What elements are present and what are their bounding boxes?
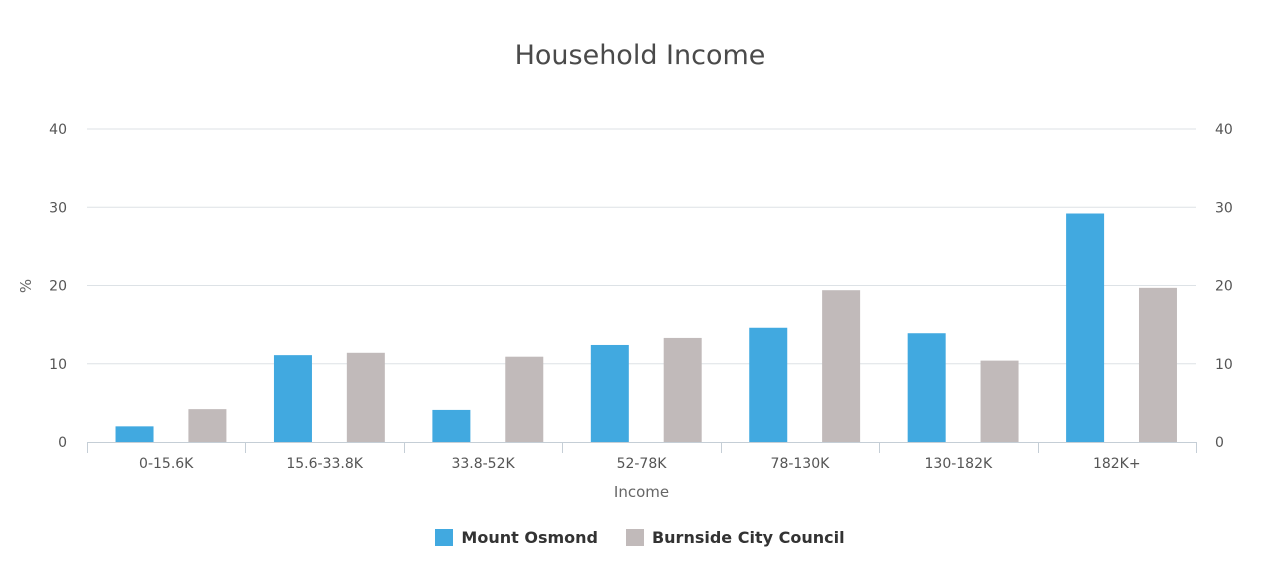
- legend: Mount Osmond Burnside City Council: [0, 528, 1280, 547]
- bar-burnside-city-council-2[interactable]: [505, 356, 544, 442]
- bar-mount-osmond-4[interactable]: [749, 327, 788, 442]
- x-tick-label-0: 0-15.6K: [139, 456, 194, 472]
- y-tick-right-30: 30: [1215, 200, 1233, 216]
- legend-swatch-burnside-city-council: [625, 529, 644, 546]
- bar-mount-osmond-1[interactable]: [273, 355, 312, 442]
- bar-burnside-city-council-6[interactable]: [1138, 287, 1177, 442]
- y-tick-left-20: 20: [49, 279, 67, 295]
- bar-burnside-city-council-4[interactable]: [822, 290, 861, 442]
- x-tick-label-6: 182K+: [1093, 456, 1141, 472]
- y-tick-right-40: 40: [1215, 122, 1233, 138]
- x-tick-label-5: 130-182K: [925, 456, 993, 472]
- chart-title: Household Income: [514, 40, 766, 71]
- bar-burnside-city-council-0[interactable]: [188, 409, 227, 442]
- bar-burnside-city-council-1[interactable]: [346, 352, 385, 442]
- legend-label-burnside-city-council: Burnside City Council: [651, 528, 845, 547]
- bar-burnside-city-council-5[interactable]: [980, 360, 1019, 442]
- y-axis-title: %: [17, 279, 35, 293]
- bar-mount-osmond-5[interactable]: [907, 333, 946, 442]
- x-axis-title: Income: [614, 483, 669, 501]
- x-tick-label-1: 15.6-33.8K: [286, 456, 363, 472]
- bar-burnside-city-council-3[interactable]: [663, 337, 702, 442]
- y-tick-right-0: 0: [1215, 435, 1224, 451]
- y-tick-right-20: 20: [1215, 279, 1233, 295]
- y-tick-right-10: 10: [1215, 357, 1233, 373]
- bar-mount-osmond-0[interactable]: [115, 426, 154, 442]
- x-tick-label-2: 33.8-52K: [451, 456, 515, 472]
- bar-mount-osmond-2[interactable]: [432, 409, 471, 442]
- legend-swatch-mount-osmond: [435, 529, 454, 546]
- legend-label-mount-osmond: Mount Osmond: [461, 528, 598, 547]
- bar-mount-osmond-3[interactable]: [590, 344, 629, 442]
- x-tick-label-3: 52-78K: [617, 456, 668, 472]
- y-tick-left-0: 0: [58, 435, 67, 451]
- bar-mount-osmond-6[interactable]: [1066, 213, 1105, 442]
- x-tick-label-4: 78-130K: [771, 456, 831, 472]
- y-tick-left-10: 10: [49, 357, 67, 373]
- legend-item-burnside-city-council[interactable]: Burnside City Council: [625, 528, 845, 547]
- y-tick-left-40: 40: [49, 122, 67, 138]
- y-tick-left-30: 30: [49, 200, 67, 216]
- legend-item-mount-osmond[interactable]: Mount Osmond: [435, 528, 598, 547]
